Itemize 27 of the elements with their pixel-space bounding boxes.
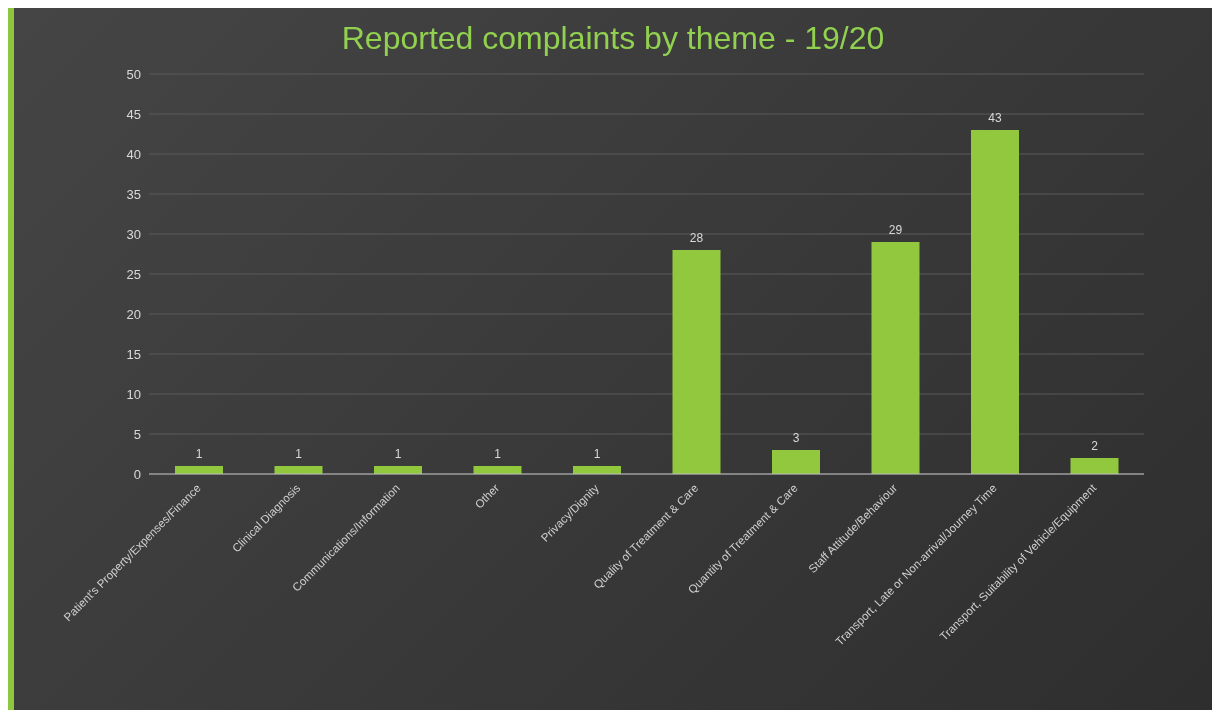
y-tick-label: 20 bbox=[126, 306, 141, 322]
y-tick-label: 50 bbox=[126, 66, 141, 82]
data-label: 1 bbox=[494, 447, 502, 461]
data-label: 28 bbox=[689, 231, 704, 245]
y-tick-label: 35 bbox=[126, 186, 141, 202]
data-label: 3 bbox=[792, 431, 800, 445]
data-label: 29 bbox=[888, 223, 903, 237]
y-tick-label: 0 bbox=[133, 466, 141, 482]
data-label: 43 bbox=[988, 111, 1002, 125]
data-label: 2 bbox=[1091, 439, 1099, 453]
y-tick-label: 45 bbox=[126, 106, 141, 122]
data-label: 1 bbox=[593, 447, 601, 461]
y-tick-label: 5 bbox=[133, 426, 141, 442]
y-tick-label: 40 bbox=[126, 146, 141, 162]
y-tick-label: 25 bbox=[126, 266, 141, 282]
data-label: 1 bbox=[195, 447, 203, 461]
bar bbox=[971, 130, 1019, 474]
bar bbox=[1070, 458, 1119, 474]
bar bbox=[871, 242, 920, 474]
y-tick-label: 30 bbox=[126, 226, 141, 242]
y-tick-label: 15 bbox=[126, 346, 141, 362]
chart-title: Reported complaints by theme - 19/20 bbox=[340, 19, 886, 58]
data-label: 1 bbox=[295, 447, 303, 461]
bar bbox=[772, 450, 820, 474]
bar bbox=[672, 250, 721, 474]
y-tick-label: 10 bbox=[126, 386, 141, 402]
data-label: 1 bbox=[394, 447, 402, 461]
